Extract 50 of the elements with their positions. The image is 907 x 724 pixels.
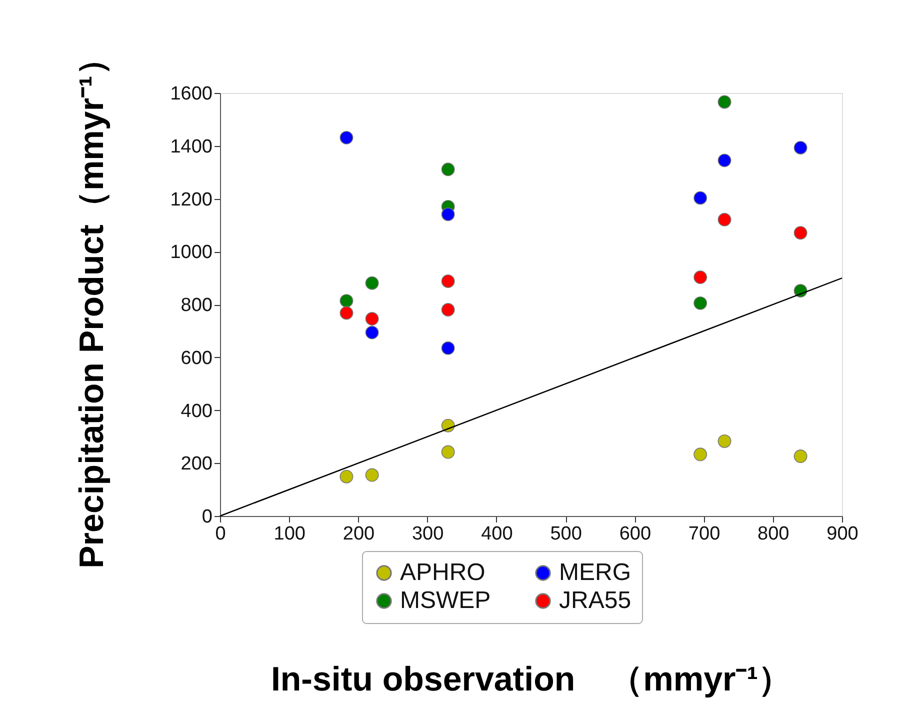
point <box>718 154 732 168</box>
y-tick-label: 1400 <box>170 136 212 158</box>
x-tick-label: 0 <box>215 524 226 544</box>
y-tick-label: 600 <box>180 348 212 369</box>
y-tick-label: 400 <box>180 400 212 422</box>
x-axis-title: In-situ observation （mmyr⁻¹） <box>270 660 792 698</box>
x-tick-label: 300 <box>412 524 444 544</box>
y-tick-label: 0 <box>202 506 212 528</box>
x-tick-label: 900 <box>826 524 858 544</box>
legend-label: APHRO <box>400 559 486 586</box>
point <box>718 212 732 226</box>
point <box>365 468 379 482</box>
x-tick-label: 600 <box>619 524 652 544</box>
y-tick-label: 200 <box>180 454 212 475</box>
x-tick-label: 200 <box>342 524 375 544</box>
point <box>441 162 455 176</box>
point <box>441 445 455 459</box>
point <box>694 191 708 205</box>
x-tick-label: 800 <box>758 524 790 544</box>
point <box>694 448 708 462</box>
point <box>441 341 455 355</box>
point <box>794 450 808 463</box>
point <box>441 303 455 316</box>
legend-label: MERG <box>559 559 631 586</box>
point <box>340 294 354 308</box>
point <box>441 208 455 222</box>
y-tick-label: 1600 <box>170 84 212 104</box>
x-tick-label: 400 <box>481 524 513 544</box>
x-tick-label: 100 <box>274 524 306 544</box>
point <box>794 141 808 154</box>
point <box>794 226 808 240</box>
point <box>718 95 732 109</box>
point <box>718 434 732 448</box>
y-tick-label: 1200 <box>170 189 212 210</box>
x-tick-label: 500 <box>550 524 582 544</box>
point <box>365 312 379 326</box>
point <box>340 306 354 320</box>
point <box>365 326 379 340</box>
point <box>340 470 354 484</box>
point <box>694 296 708 310</box>
legend-label: MSWEP <box>400 587 491 614</box>
point <box>441 274 455 288</box>
y-tick-label: 1000 <box>170 242 212 264</box>
x-tick-label: 700 <box>688 524 720 544</box>
legend-label: JRA55 <box>559 587 632 614</box>
point <box>365 276 379 290</box>
point <box>340 130 354 144</box>
y-tick-label: 800 <box>180 295 212 316</box>
point <box>694 270 708 284</box>
y-axis-title: Precipitation Product（mmyr⁻¹） <box>73 42 112 568</box>
